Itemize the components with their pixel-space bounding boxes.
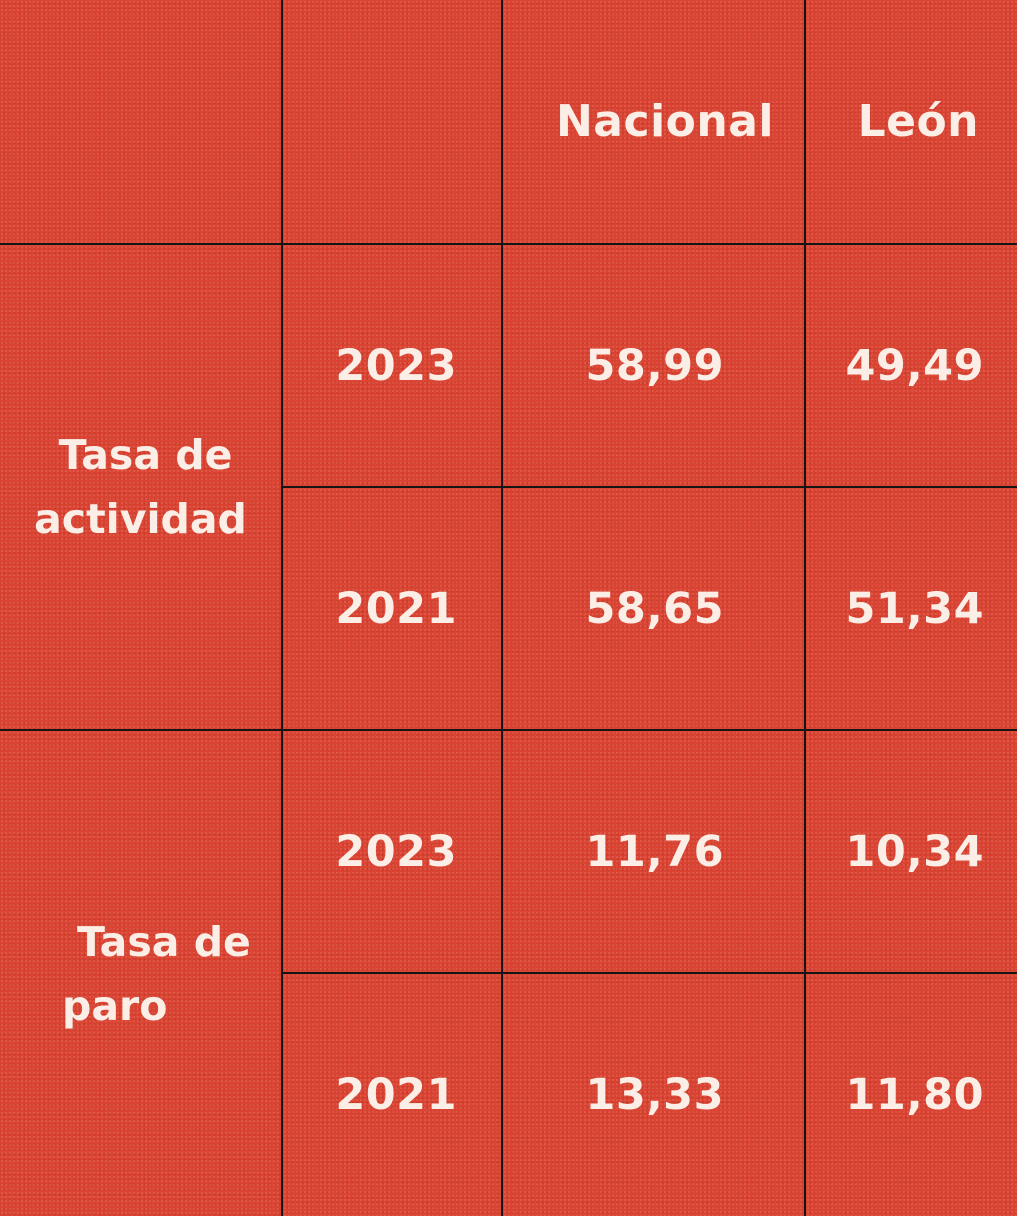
- nacional-value: 58,65: [585, 583, 724, 634]
- table-cell-nacional: 13,33: [503, 974, 806, 1216]
- header-leon-label: León: [857, 96, 979, 147]
- table-cell-nacional: 58,99: [503, 245, 806, 488]
- header-leon: León: [806, 0, 1017, 245]
- table-cell-year: 2021: [283, 974, 503, 1216]
- table-cell-nacional: 58,65: [503, 488, 806, 731]
- table-cell-leon: 49,49: [806, 245, 1017, 488]
- table-cell-leon: 51,34: [806, 488, 1017, 731]
- header-nacional: Nacional: [503, 0, 806, 245]
- row-label-line1: Tasa de: [58, 431, 233, 479]
- leon-value: 11,80: [845, 1070, 984, 1120]
- year-value: 2023: [335, 340, 457, 391]
- nacional-value: 11,76: [585, 826, 724, 877]
- header-year-cell: [283, 0, 503, 245]
- leon-value: 51,34: [845, 583, 984, 634]
- table-cell-nacional: 11,76: [503, 731, 806, 974]
- row-label-line2: actividad: [34, 495, 247, 543]
- header-empty-cell: [0, 0, 283, 245]
- row-label-tasa-actividad: Tasa de actividad: [0, 245, 283, 731]
- year-value: 2023: [335, 826, 457, 877]
- header-nacional-label: Nacional: [555, 96, 774, 147]
- leon-value: 10,34: [845, 826, 984, 877]
- year-value: 2021: [335, 1070, 457, 1120]
- row-label-line2: paro: [62, 981, 168, 1030]
- leon-value: 49,49: [845, 340, 984, 391]
- nacional-value: 58,99: [585, 340, 724, 391]
- table-cell-leon: 10,34: [806, 731, 1017, 974]
- year-value: 2021: [335, 583, 457, 634]
- table-cell-year: 2021: [283, 488, 503, 731]
- table-cell-year: 2023: [283, 731, 503, 974]
- table-cell-leon: 11,80: [806, 974, 1017, 1216]
- nacional-value: 13,33: [585, 1070, 724, 1120]
- table-cell-year: 2023: [283, 245, 503, 488]
- row-label-line1: Tasa de: [77, 917, 251, 966]
- row-label-tasa-paro: Tasa de paro: [0, 731, 283, 1216]
